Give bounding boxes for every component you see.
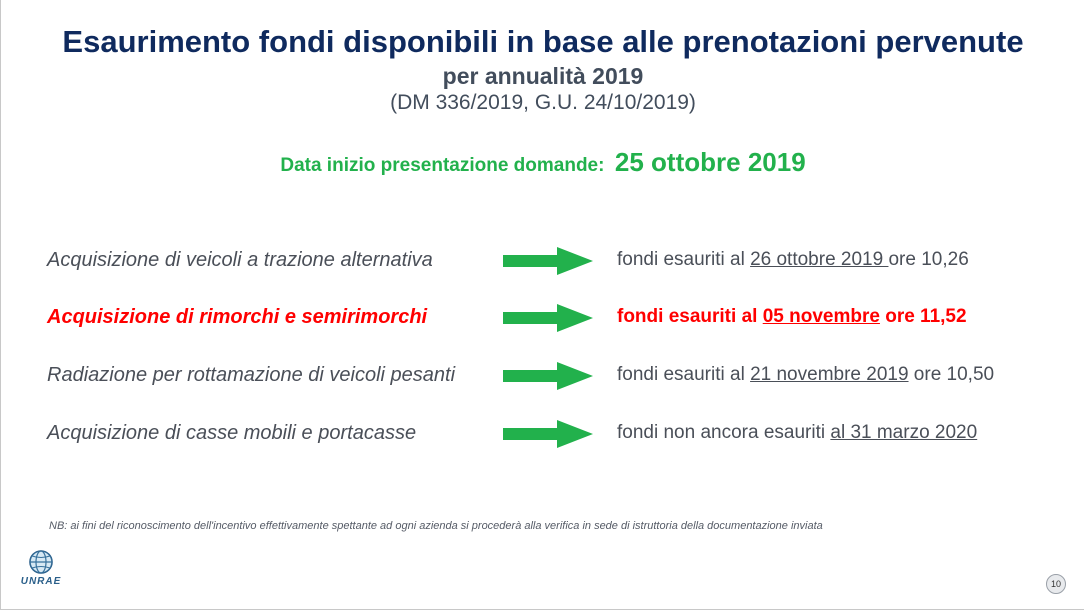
arrow-right-icon bbox=[503, 247, 593, 275]
fund-row-status: fondi esauriti al 21 novembre 2019 ore 1… bbox=[617, 364, 994, 386]
fund-row-label: Acquisizione di casse mobili e portacass… bbox=[47, 422, 417, 444]
fund-row-status: fondi esauriti al 05 novembre ore 11,52 bbox=[617, 306, 967, 328]
fund-row-label: Radiazione per rottamazione di veicoli p… bbox=[47, 364, 456, 386]
footnote: NB: ai fini del riconoscimento dell'ince… bbox=[49, 520, 823, 532]
fund-row-label: Acquisizione di rimorchi e semirimorchi bbox=[47, 306, 428, 328]
slide-title: Esaurimento fondi disponibili in base al… bbox=[62, 24, 1024, 59]
arrow-right-icon bbox=[503, 304, 593, 332]
status-suffix: ore 11,52 bbox=[879, 306, 967, 327]
status-prefix: fondi non ancora esauriti bbox=[617, 422, 831, 443]
page-number: 10 bbox=[1046, 574, 1066, 594]
decree-reference: (DM 336/2019, G.U. 24/10/2019) bbox=[390, 91, 696, 114]
status-date: 05 novembre bbox=[762, 306, 880, 327]
start-date-line: Data inizio presentazione domande: 25 ot… bbox=[1, 144, 1084, 185]
fund-row-status: fondi non ancora esauriti al 31 marzo 20… bbox=[617, 422, 977, 444]
fund-row: Acquisizione di veicoli a trazione alter… bbox=[1, 244, 1084, 278]
fund-row: Radiazione per rottamazione di veicoli p… bbox=[1, 359, 1084, 393]
status-prefix: fondi esauriti al bbox=[617, 364, 751, 385]
status-suffix: ore 10,26 bbox=[888, 249, 969, 270]
fund-row-status: fondi esauriti al 26 ottobre 2019 ore 10… bbox=[617, 249, 969, 271]
fund-row-highlighted: Acquisizione di rimorchi e semirimorchi … bbox=[1, 301, 1084, 335]
status-prefix: fondi esauriti al bbox=[617, 249, 751, 270]
status-date: 21 novembre 2019 bbox=[750, 364, 909, 385]
status-date: al 31 marzo 2020 bbox=[830, 422, 978, 443]
status-prefix: fondi esauriti al bbox=[617, 306, 763, 327]
start-date-label: Data inizio presentazione domande: bbox=[280, 155, 605, 176]
unrae-globe-icon bbox=[29, 550, 53, 574]
status-suffix: ore 10,50 bbox=[908, 364, 995, 385]
fund-row: Acquisizione di casse mobili e portacass… bbox=[1, 417, 1084, 451]
fund-row-label: Acquisizione di veicoli a trazione alter… bbox=[47, 249, 433, 271]
status-date: 26 ottobre 2019 bbox=[750, 249, 889, 270]
slide-subtitle: per annualità 2019 bbox=[442, 63, 644, 89]
logo-text: UNRAE bbox=[20, 576, 62, 587]
arrow-right-icon bbox=[503, 420, 593, 448]
arrow-right-icon bbox=[503, 362, 593, 390]
start-date-value: 25 ottobre 2019 bbox=[614, 147, 806, 177]
